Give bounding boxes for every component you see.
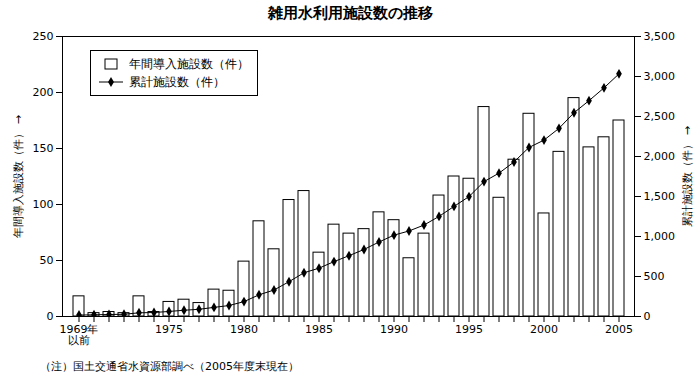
html-text:雑用水利用施設数の推移: 雑用水利用施設数の推移 <box>267 4 433 22</box>
svg-text:0: 0 <box>644 310 651 323</box>
svg-text:0: 0 <box>47 310 54 323</box>
html-text:（注）国土交通省水資源部調べ（2005年度末現在）: （注）国土交通省水資源部調べ（2005年度末現在） <box>40 360 299 373</box>
svg-text:500: 500 <box>644 270 665 283</box>
svg-text:200: 200 <box>33 86 54 99</box>
svg-text:1,500: 1,500 <box>644 190 676 203</box>
svg-text:1975: 1975 <box>155 323 183 336</box>
svg-text:1990: 1990 <box>380 323 408 336</box>
svg-text:1980: 1980 <box>230 323 258 336</box>
svg-text:2000: 2000 <box>530 323 558 336</box>
svg-text:250: 250 <box>33 30 54 43</box>
svg-text:累計施設数（件） →: 累計施設数（件） → <box>681 126 694 227</box>
svg-text:1995: 1995 <box>455 323 483 336</box>
html-text:累計施設数（件）: 累計施設数（件） <box>129 74 225 89</box>
svg-text:3,000: 3,000 <box>644 70 676 83</box>
svg-text:2,000: 2,000 <box>644 150 676 163</box>
svg-text:3,500: 3,500 <box>644 30 676 43</box>
svg-text:150: 150 <box>33 142 54 155</box>
svg-text:50: 50 <box>40 254 54 267</box>
svg-text:1,000: 1,000 <box>644 230 676 243</box>
html-text:年間導入施設数（件）: 年間導入施設数（件） <box>129 56 249 71</box>
svg-text:年間導入施設数（件） →: 年間導入施設数（件） → <box>12 115 25 238</box>
svg-text:1985: 1985 <box>305 323 333 336</box>
svg-text:1969年以前: 1969年以前 <box>60 323 99 347</box>
svg-text:2005: 2005 <box>605 323 633 336</box>
svg-text:100: 100 <box>33 198 54 211</box>
svg-text:2,500: 2,500 <box>644 110 676 123</box>
